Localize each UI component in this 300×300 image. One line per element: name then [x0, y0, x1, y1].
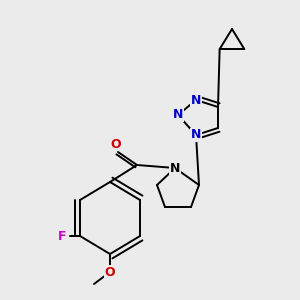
Text: N: N: [170, 161, 180, 175]
Text: F: F: [58, 230, 66, 242]
Text: N: N: [191, 128, 201, 142]
Text: O: O: [111, 139, 121, 152]
Text: O: O: [105, 266, 115, 278]
Text: N: N: [191, 94, 201, 106]
Text: N: N: [173, 109, 183, 122]
